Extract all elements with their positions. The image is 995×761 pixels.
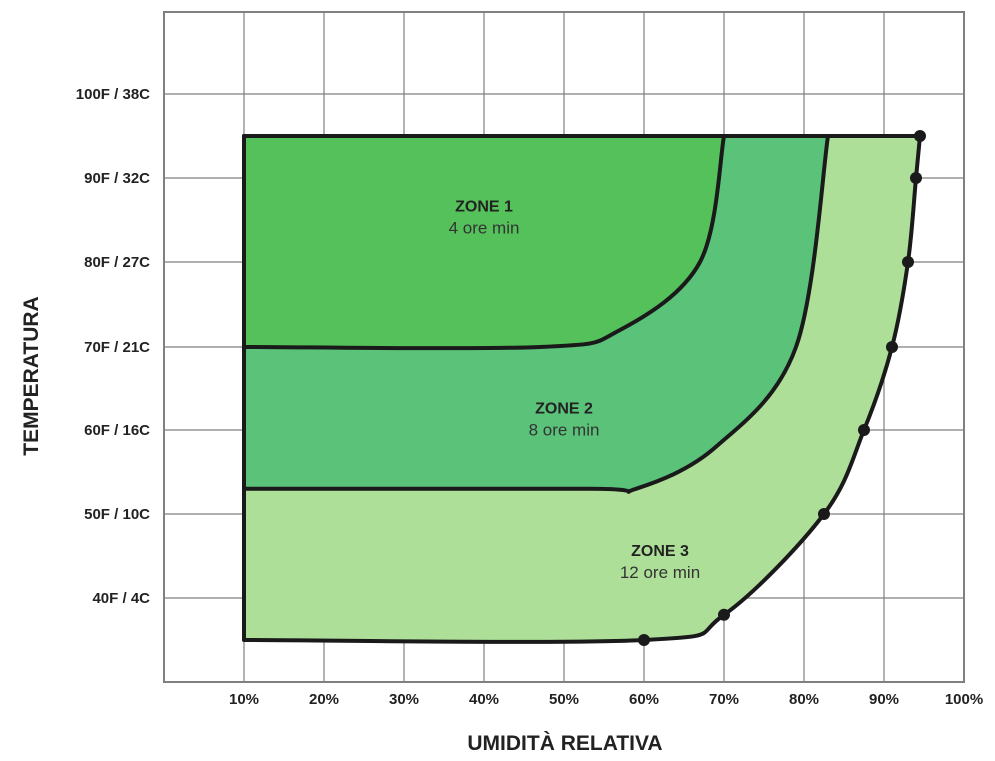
zone-labels: ZONE 1 4 ore min ZONE 2 8 ore min ZONE 3 12 o… <box>449 199 701 582</box>
zone3-marker-point <box>886 341 898 353</box>
y-tick-label: 50F / 10C <box>84 506 150 523</box>
x-tick-label: 40% <box>469 691 499 708</box>
y-tick-label: 80F / 27C <box>84 254 150 271</box>
zone-1-duration: 4 ore min <box>449 219 520 238</box>
y-axis-label: TEMPERATURA <box>20 296 43 455</box>
zone-3-duration: 12 ore min <box>620 563 700 582</box>
x-tick-label: 50% <box>549 691 579 708</box>
zone3-marker-point <box>818 508 830 520</box>
zone3-marker-point <box>902 256 914 268</box>
x-tick-label: 100% <box>945 691 983 708</box>
x-axis-label: UMIDITÀ RELATIVA <box>467 732 662 755</box>
y-tick-label: 60F / 16C <box>84 422 150 439</box>
zone3-markers <box>638 130 926 646</box>
y-tick-label: 90F / 32C <box>84 170 150 187</box>
y-tick-labels: 40F / 4C 50F / 10C 60F / 16C 70F / 21C 80F /… <box>76 86 150 607</box>
y-tick-label: 100F / 38C <box>76 86 150 103</box>
zone3-marker-point <box>910 172 922 184</box>
zone-2-name: ZONE 2 <box>535 400 593 417</box>
zone-area-1 <box>242 134 726 351</box>
x-tick-label: 80% <box>789 691 819 708</box>
zone-3-name: ZONE 3 <box>631 543 689 560</box>
x-tick-label: 60% <box>629 691 659 708</box>
y-tick-label: 70F / 21C <box>84 339 150 356</box>
plot-frame <box>163 11 965 683</box>
zone3-marker-point <box>858 424 870 436</box>
x-tick-label: 90% <box>869 691 899 708</box>
zone-2-duration: 8 ore min <box>529 420 600 439</box>
x-tick-label: 30% <box>389 691 419 708</box>
zone3-marker-point <box>718 608 730 621</box>
zone-1-name: ZONE 1 <box>455 199 513 216</box>
y-tick-label: 40F / 4C <box>92 590 150 607</box>
zone3-marker-point <box>914 130 926 142</box>
x-tick-labels: 10% 20% 30% 40% 50% 60% 70% 80% 90% 100% <box>229 691 983 708</box>
zone3-marker-point <box>638 634 650 646</box>
x-tick-label: 70% <box>709 691 739 708</box>
x-tick-label: 20% <box>309 691 339 708</box>
x-tick-label: 10% <box>229 691 259 708</box>
zones <box>242 134 922 644</box>
